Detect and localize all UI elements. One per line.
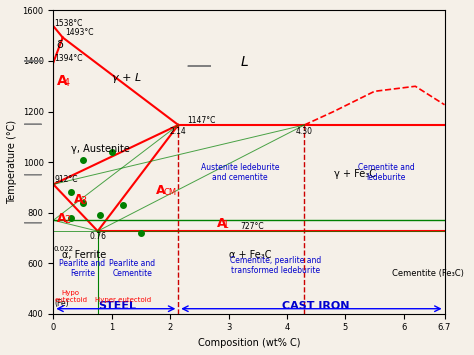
Text: γ + L: γ + L xyxy=(112,73,141,83)
Text: (Fe): (Fe) xyxy=(54,299,69,308)
Text: L: L xyxy=(240,55,248,69)
Text: Hypo
eutectoid: Hypo eutectoid xyxy=(55,290,87,304)
Text: 1: 1 xyxy=(223,220,229,230)
Text: 727°C: 727°C xyxy=(240,222,264,231)
X-axis label: Composition (wt% C): Composition (wt% C) xyxy=(198,338,300,348)
Text: 4.30: 4.30 xyxy=(296,127,313,136)
Text: A: A xyxy=(155,184,165,197)
Text: γ + Fe₃C: γ + Fe₃C xyxy=(334,169,375,179)
Text: A: A xyxy=(57,212,67,224)
Text: STEEL: STEEL xyxy=(99,301,137,311)
Y-axis label: Temperature (°C): Temperature (°C) xyxy=(7,120,17,204)
Text: 3: 3 xyxy=(80,196,86,206)
Text: 1147°C: 1147°C xyxy=(188,116,216,125)
Text: α, Ferrite: α, Ferrite xyxy=(62,250,106,260)
Text: 2: 2 xyxy=(64,215,70,225)
Text: CAST IRON: CAST IRON xyxy=(283,301,350,311)
Text: 0.76: 0.76 xyxy=(89,232,106,241)
Text: Pearlite and
Cementite: Pearlite and Cementite xyxy=(109,258,155,278)
Text: 0.022: 0.022 xyxy=(54,246,74,252)
Text: γ, Austenite: γ, Austenite xyxy=(71,144,130,154)
Text: 1538°C: 1538°C xyxy=(55,19,83,28)
Text: Austenite ledeburite
and cementite: Austenite ledeburite and cementite xyxy=(201,163,280,182)
Text: 1493°C: 1493°C xyxy=(65,28,93,37)
Text: 4: 4 xyxy=(64,78,70,88)
Text: Hyper eutectoid: Hyper eutectoid xyxy=(95,297,152,304)
Text: δ: δ xyxy=(56,40,63,50)
Text: A: A xyxy=(74,192,83,206)
Text: Cementite, pearlite and
transformed ledeburite: Cementite, pearlite and transformed lede… xyxy=(229,256,321,275)
Text: 2.14: 2.14 xyxy=(170,127,187,136)
Text: Cementite and
ledeburite: Cementite and ledeburite xyxy=(358,163,415,182)
Text: 912°C: 912°C xyxy=(55,175,78,184)
Text: Pearlite and
Ferrite: Pearlite and Ferrite xyxy=(59,258,106,278)
Text: α + Fe₃C: α + Fe₃C xyxy=(228,250,271,260)
Text: 1394°C: 1394°C xyxy=(55,54,83,63)
Text: Cementite (Fe₃C): Cementite (Fe₃C) xyxy=(392,269,464,278)
Text: A: A xyxy=(57,74,68,88)
Text: A: A xyxy=(217,217,227,230)
Text: CM: CM xyxy=(163,188,176,197)
